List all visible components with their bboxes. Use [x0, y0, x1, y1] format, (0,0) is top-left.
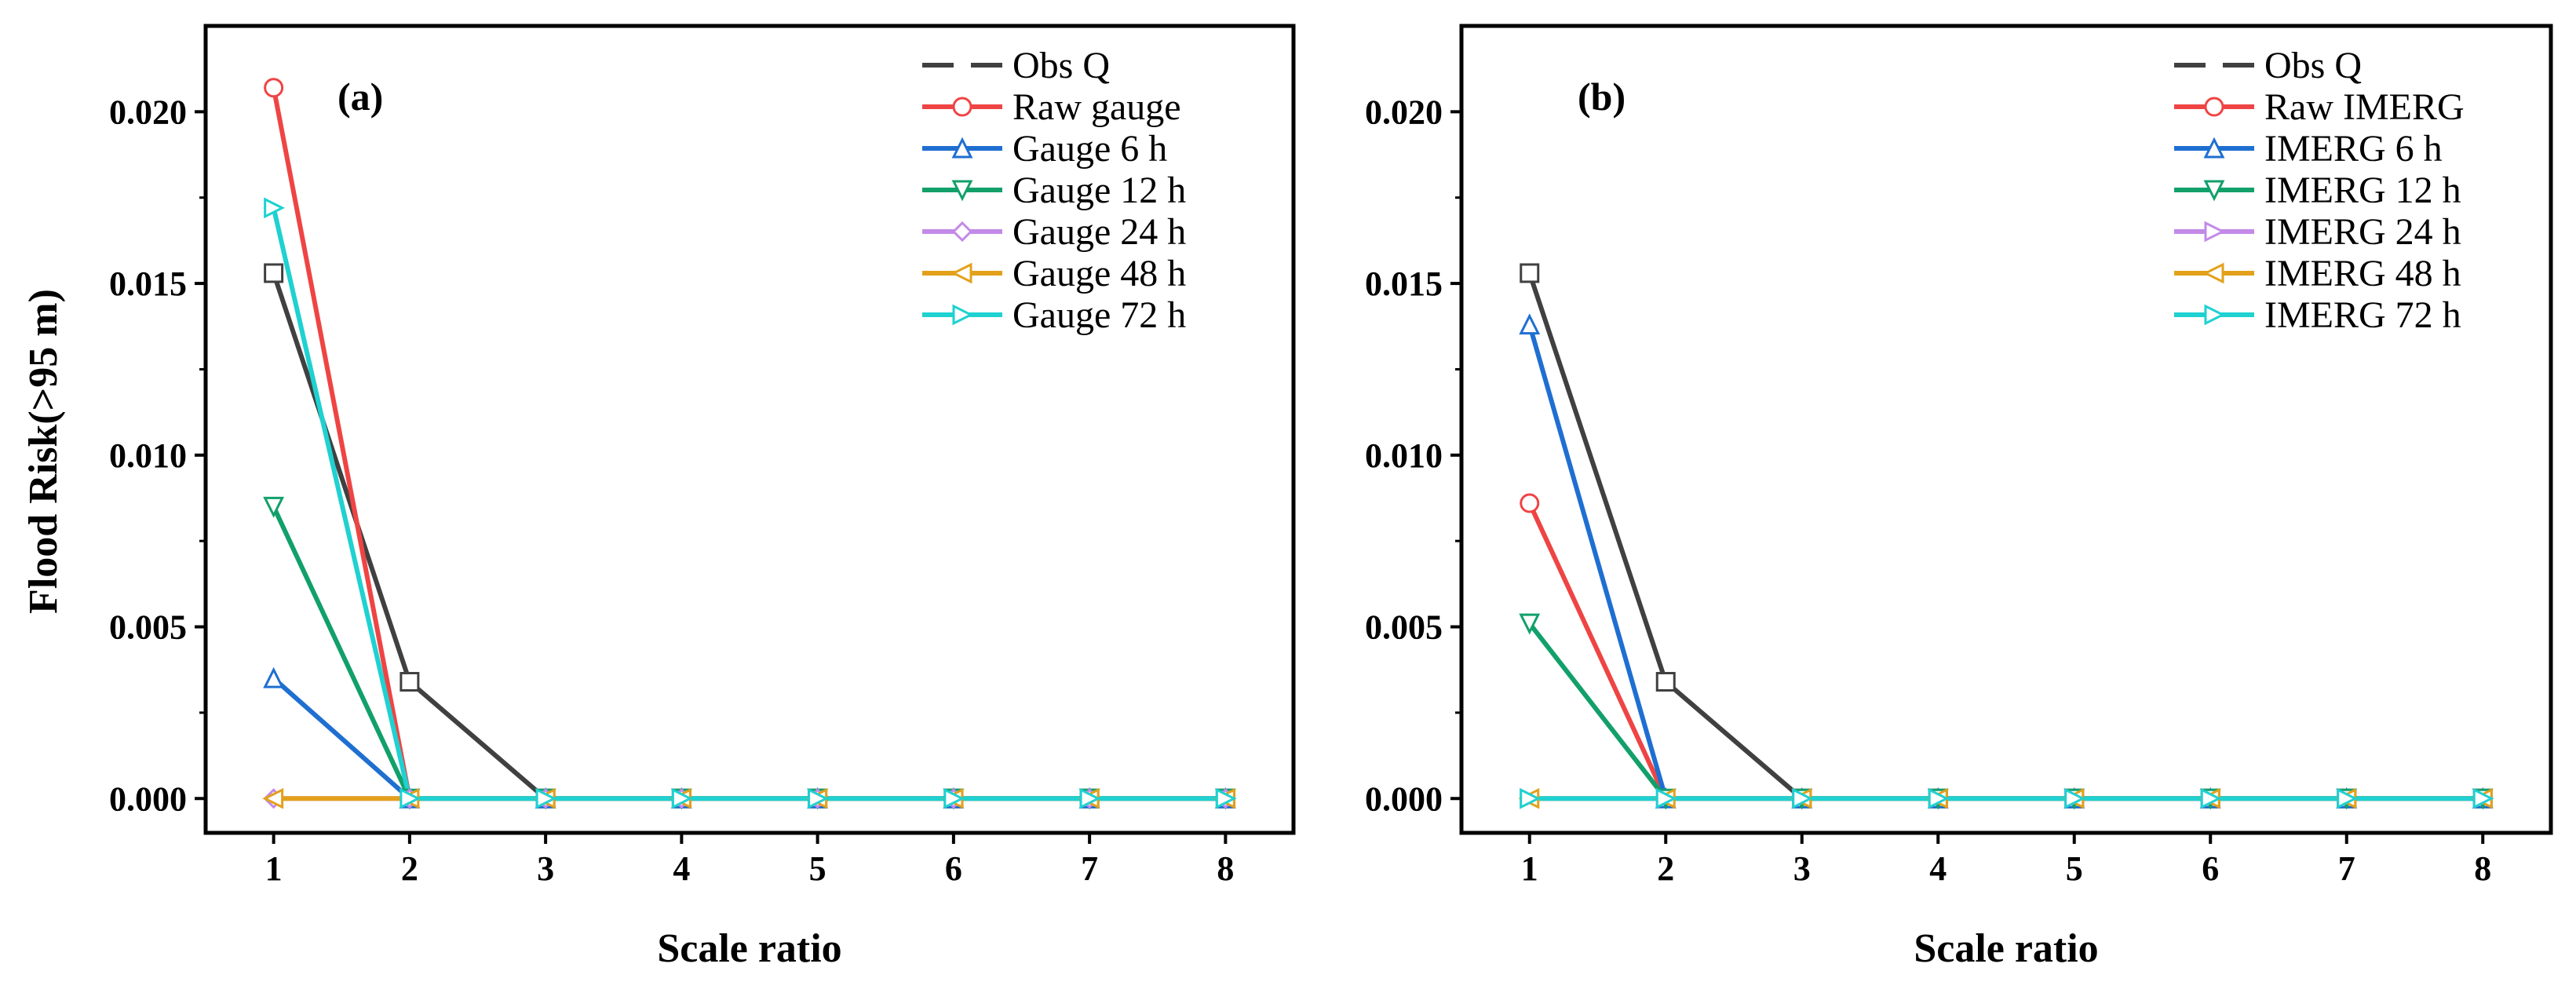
legend-label-a-1: Raw gauge — [1013, 86, 1181, 128]
data-point-b-0-0 — [1520, 263, 1540, 283]
data-point-a-6-4 — [808, 787, 829, 809]
data-point-b-6-3 — [1928, 787, 1950, 809]
data-point-b-1-0 — [1520, 493, 1540, 513]
x-tick-label-a-7: 7 — [1081, 849, 1098, 888]
data-point-a-6-3 — [671, 787, 693, 809]
y-tick-label-b-1: 0.005 — [1365, 608, 1443, 647]
data-point-b-6-1 — [1655, 787, 1677, 809]
panel-label-a: (a) — [338, 75, 383, 119]
legend-marker-b-6 — [2204, 304, 2226, 326]
x-axis-label-a: Scale ratio — [657, 926, 841, 971]
panel-label-b: (b) — [1578, 75, 1626, 119]
data-point-a-6-6 — [1079, 787, 1101, 809]
panel-b: 1 2 3 4 5 6 7 8 0.000 0.005 0.010 0.015 0.020 (b) Obs … — [1365, 24, 2553, 888]
data-point-b-6-0 — [1520, 787, 1542, 809]
x-tick-label-a-3: 3 — [537, 849, 554, 888]
legend-marker-a-4 — [951, 221, 973, 243]
x-tick-label-a-6: 6 — [945, 849, 962, 888]
y-tick-label-a-2: 0.010 — [109, 436, 187, 475]
y-tick-label-a-4: 0.020 — [109, 93, 187, 131]
x-tick-label-b-6: 6 — [2202, 849, 2219, 888]
legend-marker-b-1 — [2204, 97, 2224, 117]
legend-label-a-0: Obs Q — [1013, 45, 1110, 86]
series-line-b-1 — [1527, 502, 2483, 801]
legend-marker-b-3 — [2203, 180, 2225, 202]
legend-label-b-4: IMERG 24 h — [2264, 211, 2461, 253]
legend-label-a-5: Gauge 48 h — [1013, 253, 1186, 294]
x-tick-label-b-2: 2 — [1657, 849, 1674, 888]
data-point-a-6-5 — [943, 787, 965, 809]
x-tick-label-a-5: 5 — [809, 849, 826, 888]
y-axis-label: Flood Risk(>95 m) — [21, 289, 66, 614]
legend-marker-a-2 — [951, 137, 973, 159]
series-line-b-0 — [1527, 272, 2483, 801]
legend-label-b-5: IMERG 48 h — [2264, 253, 2461, 294]
data-point-a-5-0 — [262, 787, 284, 809]
legend-marker-b-5 — [2202, 262, 2224, 284]
y-tick-label-b-3: 0.015 — [1365, 265, 1443, 303]
data-point-b-6-5 — [2200, 787, 2222, 809]
legend-label-a-2: Gauge 6 h — [1013, 128, 1167, 170]
plot-frame-b — [1459, 24, 2553, 835]
legend-marker-a-5 — [950, 262, 972, 284]
legend-label-b-3: IMERG 12 h — [2264, 170, 2461, 211]
data-point-b-6-4 — [2064, 787, 2086, 809]
x-tick-label-b-8: 8 — [2474, 849, 2491, 888]
legend-label-b-6: IMERG 72 h — [2264, 294, 2461, 336]
legend-label-a-6: Gauge 72 h — [1013, 294, 1186, 336]
series-line-b-3 — [1527, 622, 2483, 801]
data-point-a-0-0 — [264, 263, 284, 283]
legend-label-b-1: Raw IMERG — [2264, 86, 2465, 128]
y-tick-label-a-0: 0.000 — [109, 779, 187, 818]
data-point-a-2-0 — [263, 666, 285, 688]
data-point-b-3-0 — [1519, 613, 1541, 635]
data-point-a-6-0 — [264, 197, 285, 219]
x-tick-label-b-7: 7 — [2338, 849, 2355, 888]
data-point-a-1-0 — [264, 78, 284, 98]
series-line-b-2 — [1527, 323, 2483, 801]
legend-marker-b-2 — [2203, 137, 2225, 159]
x-tick-label-a-4: 4 — [673, 849, 690, 888]
data-point-a-0-1 — [400, 672, 420, 692]
plot-frame-a — [203, 24, 1296, 835]
data-point-a-3-0 — [263, 496, 285, 518]
series-line-a-6 — [271, 207, 1226, 801]
legend-marker-b-4 — [2204, 221, 2226, 243]
series-line-a-3 — [271, 506, 1226, 801]
data-point-b-2-0 — [1519, 313, 1541, 335]
legend-marker-a-1 — [952, 97, 972, 117]
panel-a: 1 2 3 4 5 6 7 8 0.000 0.005 0.010 0.015 0.020 (a) Obs … — [109, 24, 1296, 888]
y-tick-label-a-1: 0.005 — [109, 608, 187, 647]
legend-label-b-0: Obs Q — [2264, 45, 2362, 86]
y-tick-label-b-4: 0.020 — [1365, 93, 1443, 131]
legend-label-a-3: Gauge 12 h — [1013, 170, 1186, 211]
data-point-b-6-2 — [1792, 787, 1814, 809]
series-line-a-2 — [272, 676, 1226, 801]
data-point-a-6-7 — [1215, 787, 1237, 809]
x-tick-label-a-2: 2 — [401, 849, 418, 888]
legend-marker-a-3 — [951, 180, 973, 202]
data-point-b-6-6 — [2337, 787, 2359, 809]
data-point-a-6-1 — [400, 787, 421, 809]
legend-label-b-2: IMERG 6 h — [2264, 128, 2443, 170]
y-tick-label-a-3: 0.015 — [109, 265, 187, 303]
legend-label-a-4: Gauge 24 h — [1013, 211, 1186, 253]
x-tick-label-b-1: 1 — [1521, 849, 1538, 888]
x-tick-label-a-8: 8 — [1217, 849, 1234, 888]
data-point-a-6-2 — [535, 787, 557, 809]
x-tick-label-b-3: 3 — [1793, 849, 1811, 888]
series-line-a-0 — [271, 272, 1226, 801]
y-tick-label-b-0: 0.000 — [1365, 779, 1443, 818]
y-tick-label-b-2: 0.010 — [1365, 436, 1443, 475]
data-point-b-0-1 — [1655, 672, 1676, 692]
x-tick-label-b-5: 5 — [2066, 849, 2083, 888]
x-axis-label-b: Scale ratio — [1914, 926, 2098, 971]
x-tick-label-a-1: 1 — [265, 849, 283, 888]
data-point-b-6-7 — [2472, 787, 2494, 809]
x-tick-label-b-4: 4 — [1929, 849, 1947, 888]
legend-marker-a-6 — [952, 304, 974, 326]
